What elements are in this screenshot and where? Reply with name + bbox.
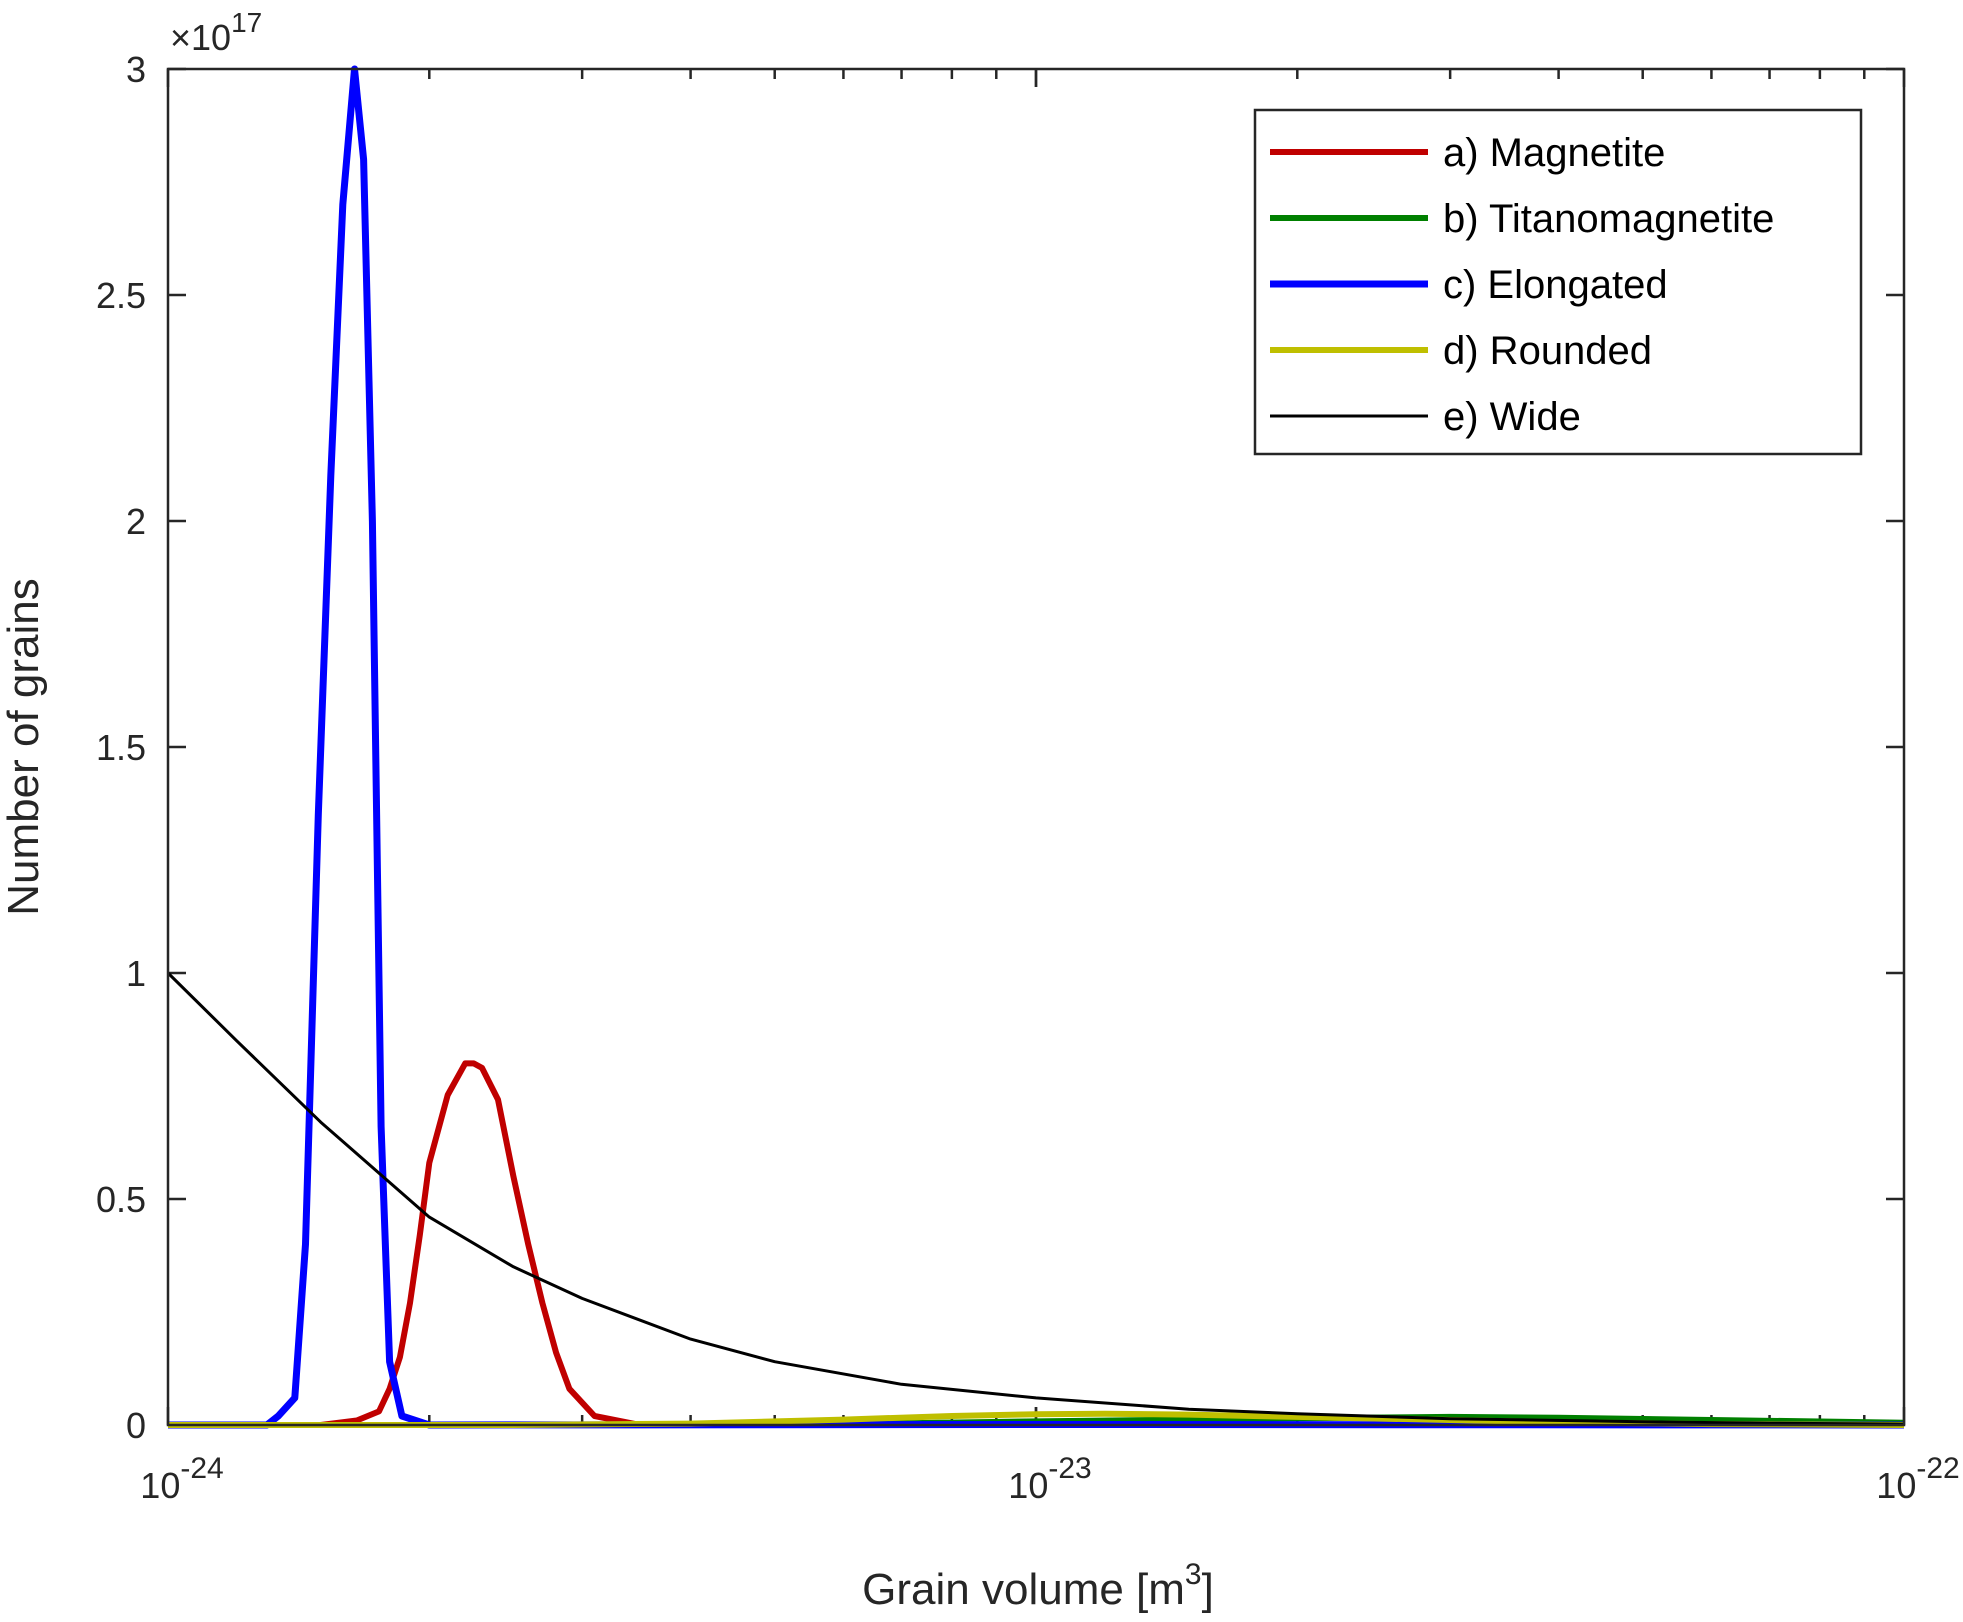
y-tick-label: 2.5 <box>96 275 146 316</box>
x-axis-title-sup: 3 <box>1185 1558 1202 1591</box>
x-axis-title-main: Grain volume [m <box>862 1565 1185 1614</box>
x-tick-exponent: -22 <box>1916 1452 1959 1485</box>
legend-items: a) Magnetite b) Titanomagnetite c) Elongat… <box>1270 131 1774 439</box>
legend-label: e) Wide <box>1443 395 1581 439</box>
legend-label: d) Rounded <box>1443 329 1652 373</box>
x-axis-title: Grain volume [m3] <box>862 1558 1214 1614</box>
x-tick-base: 10 <box>140 1465 180 1506</box>
legend: a) Magnetite b) Titanomagnetite c) Elongat… <box>1253 108 1863 456</box>
y-tick-labels: 0 0.5 1 1.5 2 2.5 3 <box>96 49 146 1446</box>
legend-label: a) Magnetite <box>1443 131 1665 175</box>
y-tick-label: 3 <box>126 49 146 90</box>
legend-label: c) Elongated <box>1443 263 1668 307</box>
y-exponent-base: ×10 <box>170 17 231 58</box>
series-line-5 <box>166 971 1905 1426</box>
x-tick-label: 10-22 <box>1876 1452 1959 1506</box>
plot-frame <box>166 67 1906 1427</box>
x-axis-title-end: ] <box>1202 1565 1214 1614</box>
y-tick-label: 0.5 <box>96 1179 146 1220</box>
x-tick-exponent: -23 <box>1048 1452 1091 1485</box>
legend-label: b) Titanomagnetite <box>1443 197 1774 241</box>
x-tick-label: 10-24 <box>140 1452 223 1506</box>
y-exponent-power: 17 <box>231 7 262 38</box>
y-tick-label: 1 <box>126 953 146 994</box>
series-line-1 <box>168 1060 1904 1428</box>
y-exponent-label: ×1017 <box>170 7 262 58</box>
series-line-4 <box>168 1410 1905 1428</box>
y-axis-title: Number of grains <box>0 578 48 915</box>
x-tick-base: 10 <box>1876 1465 1916 1506</box>
y-tick-label: 1.5 <box>96 727 146 768</box>
y-tick-label: 2 <box>126 501 146 542</box>
x-tick-label: 10-23 <box>1008 1452 1091 1506</box>
x-tick-exponent: -24 <box>180 1452 223 1485</box>
x-tick-labels: 10-24 10-23 10-22 <box>140 1452 1959 1506</box>
y-tick-label: 0 <box>126 1405 146 1446</box>
x-tick-base: 10 <box>1008 1465 1048 1506</box>
